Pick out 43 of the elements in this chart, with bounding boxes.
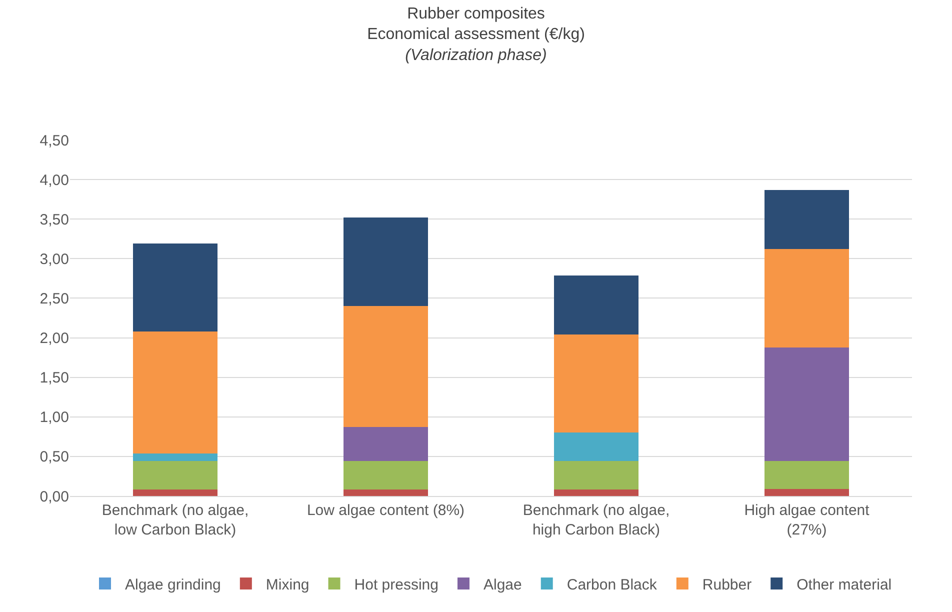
y-tick-label: 1,50 [40, 370, 69, 387]
chart-title: Rubber composites Economical assessment (€/kg) [367, 5, 585, 44]
y-tick-label: 4,00 [40, 172, 69, 189]
y-tick-label: 2,50 [40, 290, 69, 308]
chart-subtitle: (Valorization phase) [405, 46, 547, 64]
bar [344, 218, 428, 306]
x-tick-label: Benchmark (no algae, high Carbon Black) [522, 502, 670, 538]
x-tick-label: Low algae content (8%) [306, 502, 465, 519]
bar [764, 461, 849, 489]
x-tick-label: Benchmark (no algae, low Carbon Black) [102, 502, 249, 538]
bar [344, 427, 428, 462]
bar [764, 488, 849, 496]
bar [133, 331, 218, 454]
bar [344, 306, 428, 428]
legend-label: Hot pressing [354, 576, 438, 594]
bar [133, 490, 218, 496]
y-tick-label: 2,00 [40, 330, 69, 348]
y-tick-label: 0,00 [40, 488, 69, 506]
y-tick-label: 4,50 [40, 132, 69, 150]
legend-label: Mixing [266, 576, 310, 594]
x-tick-label: High algae content (27%) [744, 502, 870, 538]
legend-label: Algae grinding [125, 576, 221, 594]
bar [764, 190, 849, 250]
bar [554, 275, 638, 335]
legend-label: Carbon Black [566, 576, 658, 594]
bar [554, 490, 638, 496]
bar [133, 461, 218, 490]
legend-label: Rubber [702, 576, 752, 594]
bar [554, 432, 638, 462]
legend-label: Algae [483, 576, 522, 594]
legend-label: Other material [796, 576, 892, 594]
y-tick-label: 0,50 [40, 448, 69, 466]
bar [344, 490, 428, 496]
bar [344, 461, 428, 490]
bar [554, 334, 638, 433]
bar [764, 347, 849, 462]
bar [133, 453, 218, 462]
bar [554, 461, 638, 490]
bar [133, 244, 218, 332]
bar [764, 249, 849, 348]
y-tick-label: 3,50 [40, 211, 69, 228]
y-tick-label: 1,00 [40, 409, 69, 426]
y-tick-label: 3,00 [40, 250, 69, 268]
